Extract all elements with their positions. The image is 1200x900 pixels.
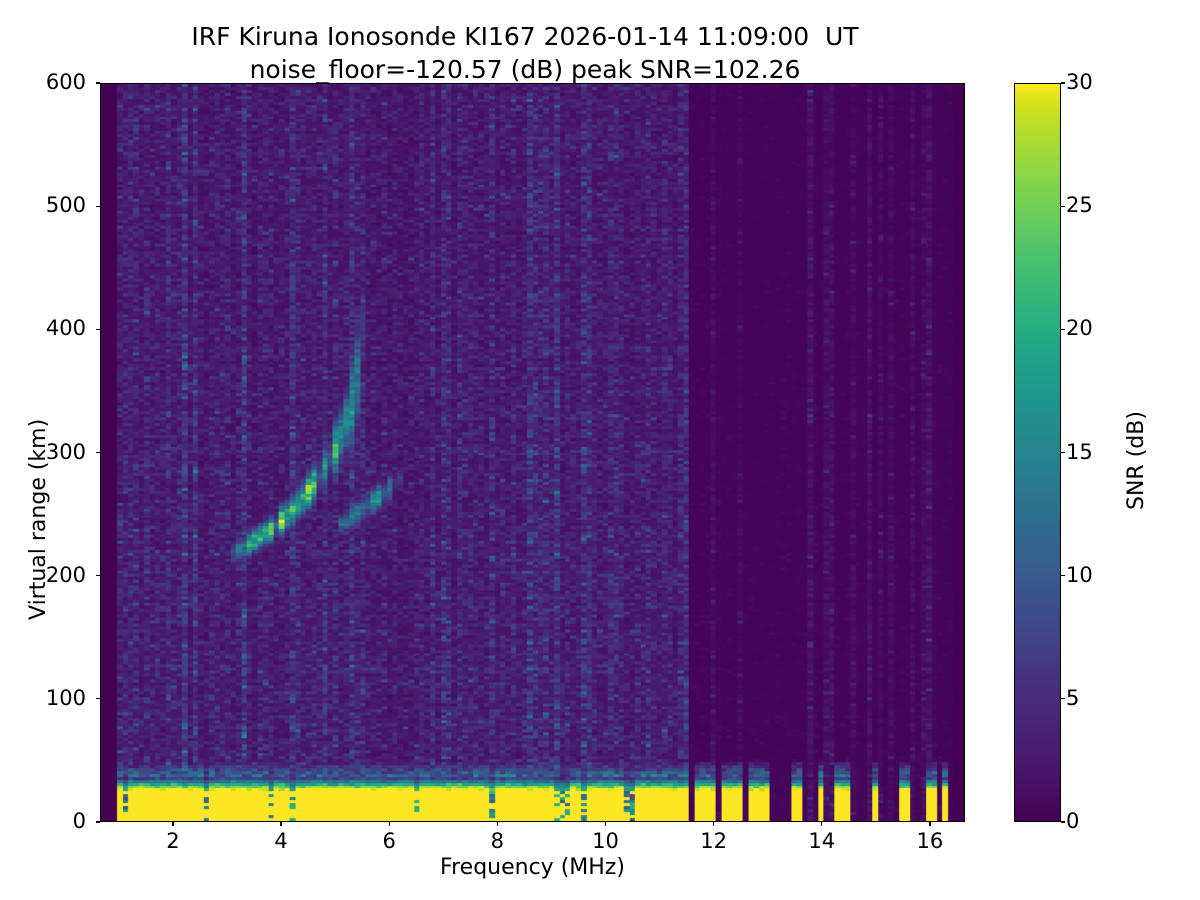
- x-tick-label: 16: [916, 829, 944, 853]
- ionogram-axes: [100, 83, 965, 822]
- colorbar-tick-mark: [1061, 82, 1065, 84]
- colorbar-gradient: [1014, 83, 1061, 822]
- y-tick-label: 600: [45, 70, 86, 94]
- x-tick-mark: [712, 822, 715, 826]
- colorbar-tick-label: 10: [1066, 562, 1093, 587]
- x-tick-label: 14: [808, 829, 836, 853]
- colorbar-tick-mark: [1061, 451, 1065, 454]
- y-tick-label: 100: [45, 685, 86, 710]
- colorbar-tick-mark: [1061, 821, 1065, 823]
- x-tick-mark: [496, 822, 498, 826]
- x-tick-mark: [821, 822, 823, 826]
- colorbar-label: SNR (dB): [1124, 411, 1149, 510]
- y-tick-label: 0: [72, 809, 86, 833]
- x-tick-label: 10: [592, 829, 619, 853]
- x-tick-label: 12: [700, 829, 727, 853]
- x-tick-label: 6: [382, 829, 396, 853]
- colorbar-tick-mark: [1061, 328, 1065, 330]
- colorbar-tick-label: 0: [1066, 809, 1080, 833]
- y-tick-label: 200: [45, 562, 86, 587]
- x-tick-mark: [172, 822, 174, 826]
- figure-title: IRF Kiruna Ionosonde KI167 2026-01-14 11…: [0, 20, 1050, 86]
- colorbar-tick-mark: [1061, 575, 1065, 577]
- y-tick-mark: [96, 575, 100, 577]
- x-tick-label: 2: [166, 829, 180, 853]
- colorbar-tick-label: 15: [1066, 439, 1093, 464]
- x-tick-mark: [280, 822, 282, 826]
- x-tick-mark: [388, 822, 390, 826]
- x-tick-mark: [929, 822, 931, 826]
- x-tick-mark: [604, 822, 607, 826]
- y-tick-mark: [96, 205, 100, 207]
- colorbar-tick-label: 5: [1066, 685, 1080, 710]
- colorbar-tick-mark: [1061, 205, 1065, 207]
- colorbar-tick-label: 30: [1066, 70, 1093, 94]
- y-tick-label: 400: [45, 316, 86, 341]
- x-tick-label: 8: [490, 829, 505, 853]
- ionogram-heatmap: [101, 84, 964, 821]
- y-tick-mark: [96, 328, 100, 330]
- figure-title-line-2: noise_floor=-120.57 (dB) peak SNR=102.26: [249, 55, 801, 84]
- colorbar-tick-label: 20: [1066, 316, 1093, 341]
- y-tick-label: 500: [45, 193, 86, 218]
- colorbar-tick-mark: [1061, 698, 1065, 700]
- y-tick-mark: [96, 451, 100, 454]
- colorbar-tick-label: 25: [1066, 193, 1093, 218]
- y-axis-label: Virtual range (km): [26, 418, 51, 620]
- y-tick-mark: [96, 821, 100, 823]
- figure-title-line-1: IRF Kiruna Ionosonde KI167 2026-01-14 11…: [191, 22, 859, 51]
- x-axis-label: Frequency (MHz): [440, 855, 625, 880]
- y-tick-mark: [96, 82, 100, 84]
- y-tick-mark: [96, 698, 100, 700]
- y-tick-label: 300: [45, 439, 86, 464]
- colorbar: [1014, 83, 1061, 822]
- x-tick-label: 4: [274, 829, 288, 853]
